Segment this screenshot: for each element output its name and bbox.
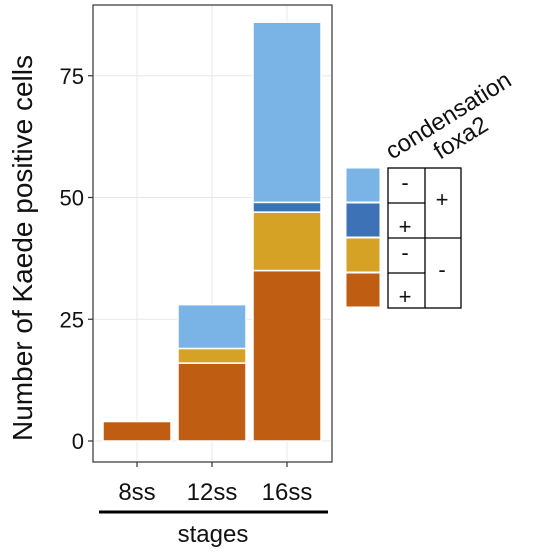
y-axis-ticks: 0 25 50 75 [60,64,93,454]
y-tick-label: 25 [60,307,84,332]
legend-signs: -+-++- [399,170,449,309]
x-tick-label: 12ss [187,479,238,506]
bar-segment [252,269,322,442]
legend-foxa2-sign: + [436,187,449,212]
bars [102,21,322,442]
y-axis-label: Number of Kaede positive cells [7,55,38,441]
legend-swatches [345,167,381,308]
bar-segment [177,347,247,364]
bar-segment [177,362,247,442]
y-tick-label: 75 [60,64,84,89]
x-tick-label: 16ss [262,479,313,506]
legend-condensation-sign: + [399,214,412,239]
legend-swatch [345,272,381,308]
x-tick-label: 8ss [118,479,155,506]
legend-condensation-sign: - [401,240,408,265]
x-axis-ticks: 8ss 12ss 16ss [118,462,312,506]
legend-condensation-sign: - [401,170,408,195]
legend-swatch [345,167,381,203]
legend-foxa2-sign: - [438,257,445,282]
bar-segment [252,211,322,272]
x-axis-label: stages [178,521,249,548]
legend-swatch [345,237,381,273]
legend-condensation-sign: + [399,284,412,309]
bar-segment [102,420,172,442]
legend-swatch [345,202,381,238]
bar-segment [252,201,322,213]
bar-segment [177,303,247,350]
legend-table [387,167,462,309]
bar-segment [252,21,322,204]
y-tick-label: 0 [72,429,84,454]
y-tick-label: 50 [60,186,84,211]
